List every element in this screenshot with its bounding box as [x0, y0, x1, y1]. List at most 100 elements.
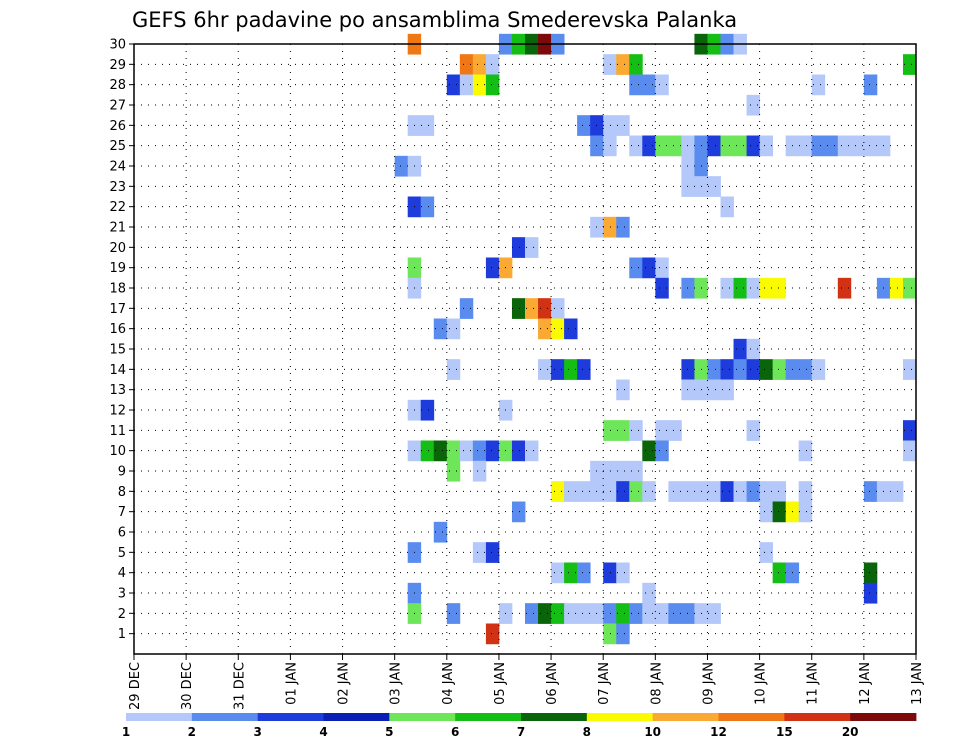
heatmap-cell — [551, 318, 565, 340]
heatmap-cell — [642, 582, 656, 604]
heatmap-cell — [577, 603, 591, 624]
heatmap-cell — [746, 135, 760, 157]
heatmap-cell — [525, 237, 539, 258]
heatmap-cell — [564, 562, 578, 584]
legend-label: 2 — [188, 725, 196, 739]
x-tick-label: 11 JAN — [806, 662, 821, 705]
heatmap-cell — [707, 359, 721, 380]
heatmap-cell — [642, 257, 656, 279]
heatmap-cell — [420, 440, 435, 462]
x-tick-label: 04 JAN — [441, 662, 456, 705]
grid-layer — [134, 43, 916, 654]
heatmap-cell — [485, 623, 500, 645]
heatmap-cell — [720, 277, 734, 299]
heatmap-cell — [577, 562, 591, 584]
heatmap-cell — [472, 460, 487, 482]
heatmap-cell — [759, 481, 774, 502]
heatmap-cell — [433, 318, 448, 340]
heatmap-cell — [433, 440, 448, 462]
heatmap-cell — [485, 74, 500, 96]
x-tick-label: 29 DEC — [128, 662, 143, 710]
heatmap-cell — [655, 440, 669, 462]
y-tick-label: 28 — [109, 78, 126, 93]
heatmap-cell — [472, 542, 487, 563]
legend-label: 6 — [451, 725, 459, 739]
legend-label: 4 — [319, 725, 327, 739]
legend-label: 15 — [776, 725, 793, 739]
x-tick-label: 03 JAN — [389, 662, 404, 705]
heatmap-cell — [863, 562, 878, 584]
heatmap-cell — [394, 155, 409, 177]
legend-label: 1 — [122, 725, 130, 739]
heatmap-cell — [485, 257, 500, 279]
heatmap-cell — [551, 298, 565, 319]
heatmap-cell — [525, 298, 539, 319]
heatmap-cell — [668, 481, 682, 502]
legend-swatch — [718, 713, 785, 721]
heatmap-cell — [551, 562, 565, 584]
heatmap-cell — [603, 562, 617, 584]
heatmap-cell — [603, 481, 617, 502]
heatmap-cell — [746, 338, 760, 360]
y-tick-label: 7 — [118, 505, 126, 520]
heatmap-cell — [511, 440, 526, 462]
x-tick-label: 13 JAN — [910, 662, 925, 705]
y-tick-label: 12 — [109, 404, 126, 419]
heatmap-cell — [564, 481, 578, 502]
legend-swatch — [586, 713, 654, 721]
heatmap-cell — [472, 74, 487, 96]
heatmap-cell — [629, 603, 643, 624]
heatmap-cell — [655, 603, 669, 624]
legend-swatch — [455, 713, 522, 721]
heatmap-cell — [642, 481, 656, 502]
heatmap-cell — [798, 481, 813, 502]
legend-swatch — [323, 713, 390, 721]
heatmap-cell — [603, 216, 617, 238]
y-tick-label: 20 — [109, 241, 126, 256]
heatmap-cell — [629, 481, 643, 502]
heatmap-cell — [707, 481, 721, 502]
heatmap-cell — [485, 440, 500, 462]
heatmap-cell — [811, 74, 826, 96]
heatmap-cell — [446, 359, 461, 380]
heatmap-cell — [446, 74, 461, 96]
heatmap-cell — [902, 440, 917, 462]
y-tick-label: 15 — [109, 343, 126, 358]
heatmap-cell — [642, 440, 656, 462]
legend-swatch — [850, 713, 917, 721]
y-tick-label: 25 — [109, 139, 126, 154]
y-tick-label: 22 — [109, 200, 126, 215]
y-tick-label: 19 — [109, 261, 126, 276]
y-tick-label: 24 — [109, 160, 126, 175]
heatmap-cell — [655, 257, 669, 279]
y-tick-label: 3 — [118, 587, 126, 602]
heatmap-cell — [459, 54, 474, 75]
heatmap-cell — [603, 460, 617, 482]
heatmap-cell — [837, 277, 852, 299]
x-tick-label: 07 JAN — [597, 662, 612, 705]
heatmap-cell — [746, 359, 760, 380]
heatmap-cell — [472, 440, 487, 462]
x-tick-label: 30 DEC — [180, 662, 195, 710]
y-tick-label: 11 — [109, 424, 126, 439]
heatmap-cell — [538, 603, 552, 624]
heatmap-cell — [798, 501, 813, 523]
heatmap-cell — [616, 115, 630, 136]
heatmap-cell — [863, 135, 878, 157]
heatmap-cell — [681, 379, 695, 401]
legend-swatch — [784, 713, 851, 721]
heatmap-cell — [889, 277, 904, 299]
heatmap-cell — [707, 135, 721, 157]
heatmap-cell — [772, 359, 787, 380]
y-axis: 1234567891011121314151617181920212223242… — [109, 38, 134, 642]
heatmap-cell — [707, 176, 721, 197]
heatmap-cell — [733, 135, 747, 157]
x-tick-label: 08 JAN — [649, 662, 664, 705]
heatmap-cell — [681, 277, 695, 299]
heatmap-cell — [655, 420, 669, 441]
heatmap-cell — [668, 420, 682, 441]
heatmap-cell — [707, 379, 721, 401]
heatmap-cell — [433, 521, 448, 543]
legend-label: 12 — [710, 725, 727, 739]
